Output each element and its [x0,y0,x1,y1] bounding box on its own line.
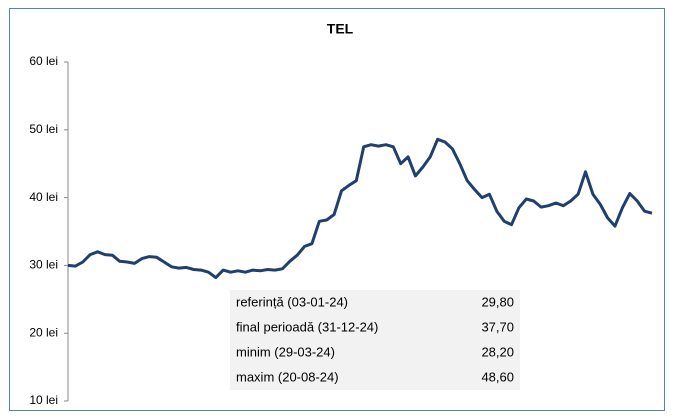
y-tick-label: 20 lei [29,325,58,339]
chart-title: TEL [327,21,354,37]
y-tick-label: 60 lei [29,54,58,68]
stats-label: maxim (20-08-24) [236,369,339,384]
price-line [67,137,653,280]
y-tick-label: 30 lei [29,258,58,272]
stats-label: referință (03-01-24) [236,294,348,309]
stats-value: 37,70 [481,319,514,334]
stats-label: final perioadă (31-12-24) [236,319,378,334]
stats-value: 48,60 [481,369,514,384]
stats-value: 28,20 [481,344,514,359]
stats-table [230,290,520,390]
stats-value: 29,80 [481,294,514,309]
y-tick-label: 50 lei [29,122,58,136]
y-tick-label: 10 lei [29,393,58,407]
stats-label: minim (29-03-24) [236,344,335,359]
y-tick-label: 40 lei [29,190,58,204]
